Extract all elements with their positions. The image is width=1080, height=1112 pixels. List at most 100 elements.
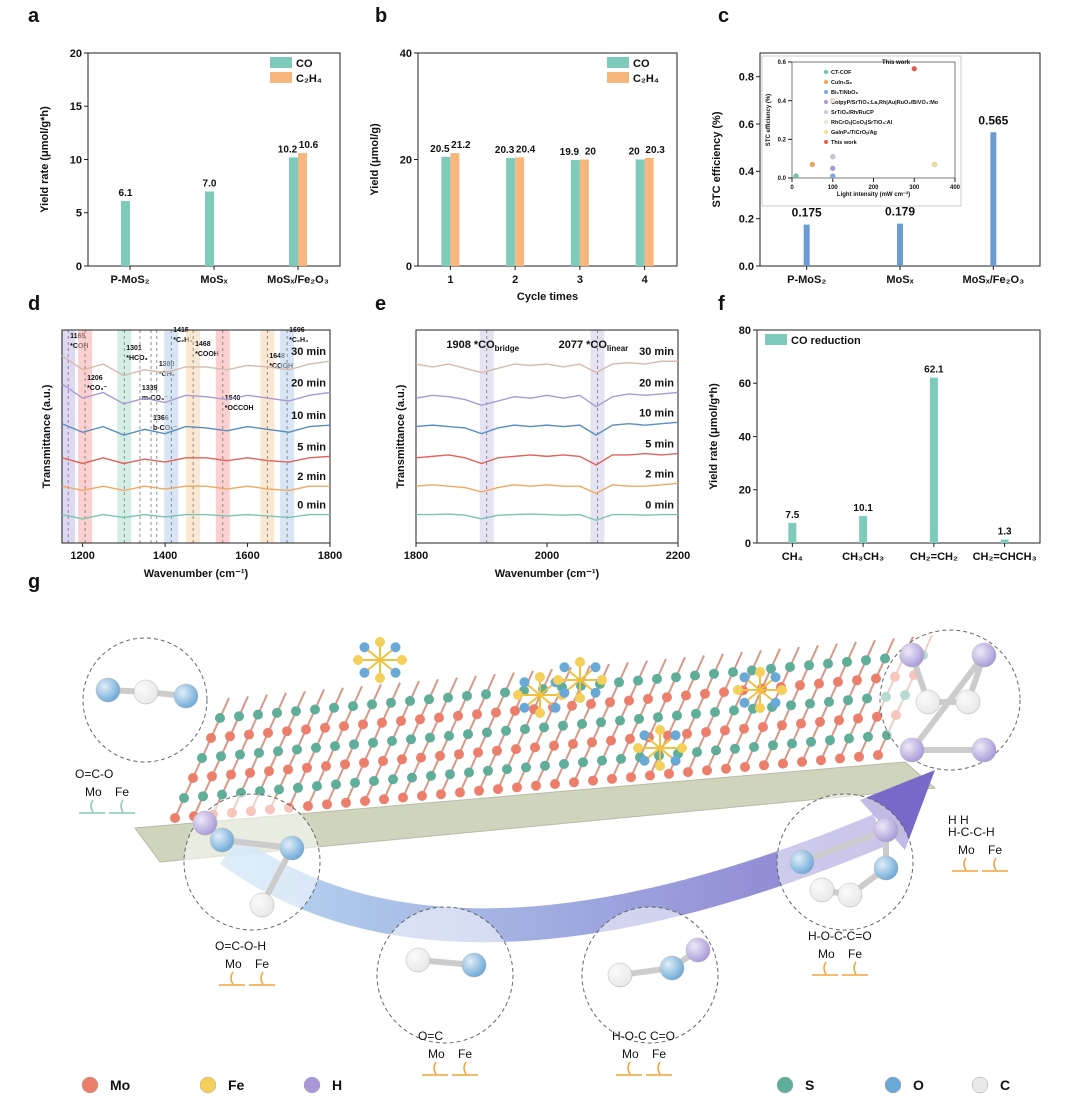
site-tether (109, 799, 135, 814)
lattice-atom (397, 754, 407, 765)
lattice-atom (455, 787, 465, 798)
lattice-atom (835, 753, 845, 764)
lattice-atom (578, 757, 588, 768)
atom-shine (972, 738, 996, 762)
legend-label: GaInP₂/TiCrOₓ/Ag (831, 130, 877, 136)
lattice-atom (216, 751, 226, 762)
site-tether (982, 857, 1008, 872)
bar (990, 132, 997, 266)
lattice-atom (388, 774, 398, 785)
x-tick-label: P-MoS₂ (110, 274, 149, 286)
y-tick-label: 0.0 (739, 261, 754, 273)
value-label: 0.565 (978, 113, 1008, 127)
lattice-atom (415, 714, 425, 725)
lattice-atom (824, 696, 834, 707)
atom-shine (838, 883, 862, 907)
site-tether (422, 1061, 448, 1076)
series-line (415, 482, 679, 495)
lattice-atom (339, 721, 349, 732)
zoom-circle (183, 793, 321, 931)
annotation-band (215, 330, 230, 543)
lattice-atom (369, 776, 379, 786)
lattice-atom (521, 762, 531, 773)
x-tick-label: 0 (790, 185, 794, 191)
lattice-atom (217, 789, 227, 800)
bar (450, 153, 460, 266)
cluster-atom (375, 673, 385, 683)
lattice-atom (273, 746, 283, 757)
lattice-atom (406, 734, 416, 745)
legend-swatch (824, 130, 828, 134)
zoom-circle (581, 906, 719, 1044)
legend-atom (884, 1076, 902, 1094)
legend-label: O (913, 1077, 924, 1093)
formula: H-O-C-C=O (808, 929, 872, 943)
cluster-atom (639, 730, 650, 741)
lattice-atom (341, 797, 351, 808)
lattice-atom (577, 719, 587, 729)
value-label: 20 (629, 147, 641, 158)
lattice-atom (425, 732, 435, 743)
series-label: 20 min (639, 377, 674, 389)
cluster-atom (633, 743, 643, 753)
bar (635, 159, 645, 266)
lattice-atom (254, 747, 264, 758)
atom-shine (174, 684, 198, 708)
plot-frame (756, 329, 1041, 544)
lattice-atom (823, 658, 833, 669)
cluster-atom (359, 642, 370, 653)
cluster-atom (390, 642, 401, 653)
lattice-atom (730, 743, 740, 754)
legend-swatch (607, 72, 629, 83)
cluster-atom (519, 702, 530, 713)
lattice-atom (387, 736, 397, 746)
atom-shine (608, 963, 632, 987)
legend-swatch (270, 57, 292, 68)
cluster-atom (597, 675, 607, 685)
lattice-atom (291, 706, 301, 717)
lattice-atom (379, 794, 389, 805)
value-label: 20 (585, 147, 597, 158)
site-label: Fe (848, 947, 862, 961)
x-tick-label: MoSₓ/Fe₂O₃ (267, 274, 329, 286)
site-label: Mo (225, 957, 242, 971)
y-tick-label: 0.6 (739, 119, 754, 131)
x-axis-label: Wavenumber (cm⁻¹) (144, 568, 249, 580)
lattice-atom (292, 744, 302, 755)
legend-label: C₂H₄ (633, 73, 659, 85)
lattice-atom (702, 765, 712, 776)
lattice-atom (481, 689, 491, 700)
y-tick-label: 0.2 (778, 137, 787, 143)
series-label: 30 min (639, 346, 674, 358)
series-line (415, 391, 679, 408)
value-label: 20.4 (516, 144, 536, 155)
lattice-atom (843, 695, 853, 706)
lattice-atom (615, 715, 625, 726)
x-tick-label: 1400 (153, 550, 177, 562)
lattice-atom (464, 767, 474, 778)
lattice-atom (749, 742, 759, 752)
lattice-atom (872, 711, 882, 722)
y-tick-label: 0.0 (778, 176, 787, 182)
legend-label: RhCrOₓ|CoOₓ|SrTiO₃:Al (831, 120, 893, 126)
value-label: 10.6 (299, 140, 319, 151)
site-tether (219, 971, 245, 986)
lattice-atom (747, 665, 757, 676)
cluster-atom (777, 685, 787, 695)
annotation-text: *CO (474, 339, 495, 351)
series-label: 10 min (291, 410, 326, 422)
lattice-atom (245, 767, 255, 778)
scatter-point (809, 161, 816, 168)
lattice-atom (311, 742, 321, 753)
legend-label: CuIn₅S₈ (831, 80, 852, 86)
lattice-atom (786, 700, 796, 711)
series-label: 30 min (291, 346, 326, 358)
lattice-atom (739, 723, 749, 734)
series-line (61, 383, 331, 405)
lattice-atom (253, 709, 263, 720)
bar (205, 191, 214, 266)
y-tick-label: 10 (70, 154, 82, 166)
lattice-atom (710, 707, 720, 718)
lattice-atom (633, 675, 643, 686)
